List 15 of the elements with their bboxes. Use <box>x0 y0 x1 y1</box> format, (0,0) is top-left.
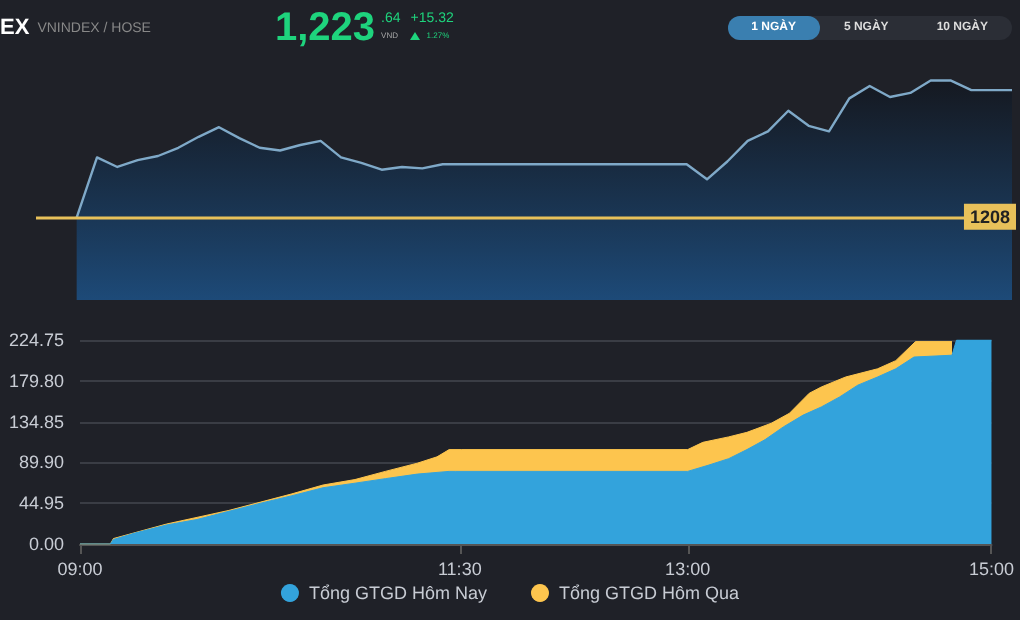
annotation: 1208 <box>969 206 1011 227</box>
y-tick-label: 89.90 <box>18 452 64 473</box>
text: EX <box>0 16 30 40</box>
legend-label: Tổng GTGD Hôm Nay <box>308 583 488 603</box>
x-tick-label: 15:00 <box>968 559 1015 579</box>
text: 1,223 <box>274 5 376 51</box>
y-tick-label: 179.80 <box>8 370 64 391</box>
x-tick-label: 11:30 <box>437 559 482 579</box>
x-tick-label: 13:00 <box>665 559 711 579</box>
legend-label: Tổng GTGD Hôm Qua <box>558 583 740 603</box>
y-tick-label: 134.85 <box>8 411 64 432</box>
x-tick-label: 09:00 <box>57 559 103 579</box>
y-tick-label: 44.95 <box>18 493 64 514</box>
y-tick-label: 224.75 <box>8 330 64 350</box>
y-tick-label: 0.00 <box>28 534 64 554</box>
